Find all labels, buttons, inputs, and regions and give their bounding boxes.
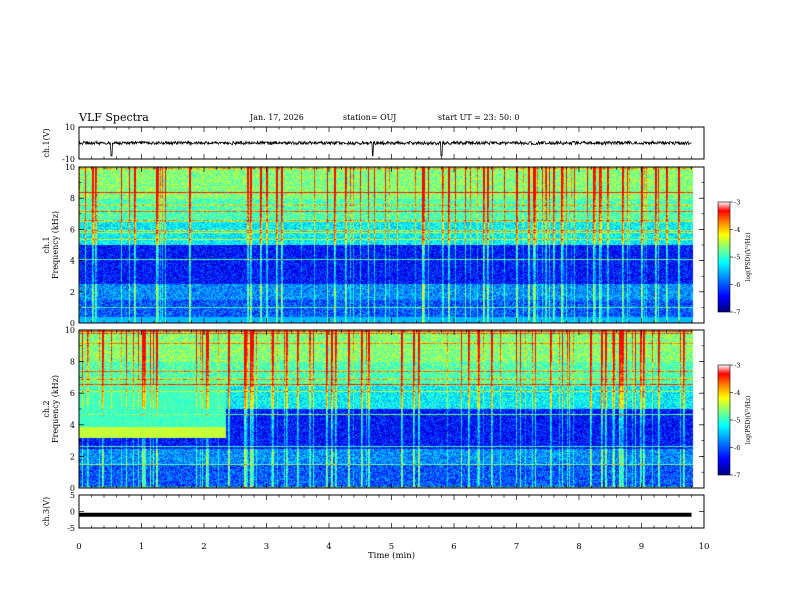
ch2s-colorbar-tick-label-3: -6 [734, 444, 740, 452]
ch1s-colorbar-tick-label-1: -4 [734, 226, 740, 234]
x-tick-label-9: 9 [639, 542, 644, 552]
y-tick-label-ch2s-4: 8 [70, 358, 75, 367]
ch2s-ylabel: Frequency (kHz) [51, 375, 60, 443]
y-tick-label-ch3w-2: -5 [67, 524, 75, 533]
ch1w-ylabel: ch.1(V) [42, 128, 51, 157]
y-tick-label-ch1w-0: 10 [65, 123, 75, 132]
ch1s-channel-label: ch.1 [42, 236, 51, 253]
ch1-spectrogram-image [79, 167, 704, 323]
y-tick-label-ch2s-3: 6 [70, 389, 75, 398]
y-tick-label-ch1s-1: 2 [70, 288, 75, 297]
ch1s-colorbar-tick-label-3: -6 [734, 281, 740, 289]
y-tick-label-ch2s-0: 0 [70, 484, 75, 493]
x-tick-label-7: 7 [514, 542, 519, 552]
x-tick-label-8: 8 [576, 542, 581, 552]
x-tick-label-5: 5 [389, 542, 394, 552]
x-tick-label-6: 6 [451, 542, 456, 552]
x-tick-label-1: 1 [139, 542, 144, 552]
y-tick-label-ch1s-4: 8 [70, 194, 75, 203]
x-tick-label-10: 10 [699, 542, 710, 552]
y-tick-label-ch2s-1: 2 [70, 452, 75, 461]
x-tick-label-2: 2 [201, 542, 206, 552]
ch2s-colorbar-tick-label-0: -3 [734, 362, 740, 370]
ch1s-colorbar-tick-label-4: -7 [734, 309, 740, 317]
x-tick-label-3: 3 [264, 542, 269, 552]
ch2s-colorbar-label: log(PSD)(V²/Hz) [745, 396, 752, 445]
start-time-label: start UT = 23: 50: 0 [438, 113, 520, 122]
y-tick-label-ch2s-2: 4 [70, 421, 75, 430]
ch2s-channel-label: ch.2 [42, 400, 51, 417]
y-tick-label-ch2s-5: 10 [65, 326, 75, 335]
x-tick-label-4: 4 [326, 542, 331, 552]
ch1s-colorbar [717, 201, 731, 313]
y-tick-label-ch1s-5: 10 [65, 163, 75, 172]
y-tick-label-ch1w-1: -10 [62, 155, 75, 164]
figure-title: VLF Spectra [79, 111, 149, 124]
ch1s-ylabel: Frequency (kHz) [51, 211, 60, 279]
ch2s-colorbar-tick-label-1: -4 [734, 389, 740, 397]
ch1s-colorbar-label: log(PSD)(V²/Hz) [745, 233, 752, 282]
station-label: station= OUJ [343, 113, 397, 122]
y-tick-label-ch1s-3: 6 [70, 225, 75, 234]
ch1s-colorbar-tick-label-2: -5 [734, 254, 740, 262]
x-axis-label: Time (min) [368, 550, 415, 561]
y-tick-label-ch1s-2: 4 [70, 257, 75, 266]
ch2s-colorbar-tick-label-4: -7 [734, 472, 740, 480]
date-label: Jan. 17, 2026 [250, 113, 304, 122]
ch1s-colorbar-tick-label-0: -3 [734, 199, 740, 207]
ch3w-ylabel: ch.3(V) [42, 497, 51, 526]
y-tick-label-ch1s-0: 0 [70, 319, 75, 328]
y-tick-label-ch3w-1: 0 [70, 508, 75, 517]
y-tick-label-ch3w-0: 5 [70, 491, 75, 500]
x-tick-label-0: 0 [76, 542, 81, 552]
ch2s-colorbar [717, 364, 731, 476]
ch1-waveform-line [78, 139, 692, 157]
ch2s-colorbar-tick-label-2: -5 [734, 417, 740, 425]
ch2-spectrogram-image [79, 330, 704, 488]
